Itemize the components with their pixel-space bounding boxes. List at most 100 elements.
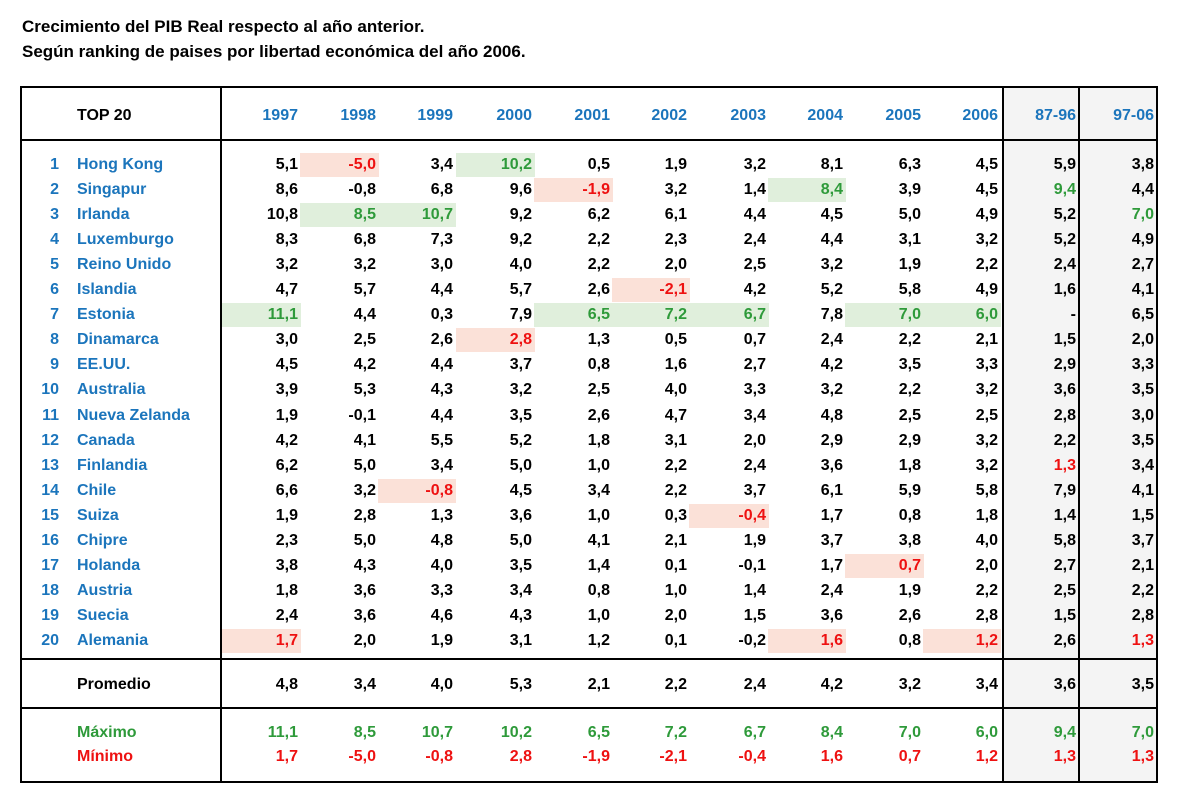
growth-value: 3,5 xyxy=(1131,431,1154,449)
row-rank: 14 xyxy=(41,481,59,499)
growth-value: -0,4 xyxy=(738,506,766,524)
growth-value: 5,5 xyxy=(430,431,453,449)
row-rank: 16 xyxy=(41,531,59,549)
growth-value: 2,2 xyxy=(898,381,921,399)
minimum-value: 1,2 xyxy=(975,748,998,765)
row-divider xyxy=(22,658,1156,660)
row-rank: 20 xyxy=(41,631,59,649)
growth-value: 2,7 xyxy=(1131,256,1154,274)
growth-value: -0,8 xyxy=(348,181,376,199)
growth-value: 3,6 xyxy=(509,506,532,524)
growth-value: 8,5 xyxy=(353,206,376,224)
growth-value: 0,5 xyxy=(664,331,687,349)
growth-value: 2,0 xyxy=(743,431,766,449)
column-header: 2000 xyxy=(496,107,532,124)
growth-value: 2,0 xyxy=(664,606,687,624)
minimum-value: -1,9 xyxy=(582,748,610,765)
growth-value: 1,0 xyxy=(587,606,610,624)
growth-value: 3,2 xyxy=(743,156,766,173)
growth-value: 8,1 xyxy=(820,156,843,173)
growth-value: 4,2 xyxy=(743,281,766,299)
maximum-value: 10,7 xyxy=(421,724,453,741)
row-rank: 19 xyxy=(41,606,59,624)
growth-value: 5,7 xyxy=(353,281,376,299)
minimum-value: -2,1 xyxy=(659,748,687,765)
growth-value: 6,3 xyxy=(898,156,921,173)
growth-value: 1,2 xyxy=(975,631,998,649)
growth-value: 2,6 xyxy=(898,606,921,624)
growth-value: 1,3 xyxy=(430,506,453,524)
growth-value: 1,4 xyxy=(743,181,766,199)
growth-value: 4,7 xyxy=(664,406,687,424)
row-rank: 13 xyxy=(41,456,59,474)
average-value: 3,4 xyxy=(975,676,998,693)
growth-value: 3,6 xyxy=(1053,381,1076,399)
growth-value: 7,0 xyxy=(898,306,921,324)
min-highlight xyxy=(300,153,379,177)
growth-value: 3,2 xyxy=(820,381,843,399)
growth-value: 3,0 xyxy=(275,331,298,349)
maximum-label: Máximo xyxy=(77,724,137,741)
growth-value: 3,2 xyxy=(820,256,843,274)
growth-value: 2,7 xyxy=(743,356,766,374)
growth-value: 3,4 xyxy=(430,456,453,474)
growth-value: 3,1 xyxy=(664,431,687,449)
row-rank: 8 xyxy=(50,331,59,349)
growth-value: 1,8 xyxy=(587,431,610,449)
growth-value: 5,9 xyxy=(1053,156,1076,173)
growth-value: 5,2 xyxy=(509,431,532,449)
maximum-value: 7,0 xyxy=(1131,724,1154,741)
country-name: Canada xyxy=(77,431,135,449)
average-value: 4,8 xyxy=(275,676,298,693)
growth-value: 2,2 xyxy=(975,581,998,599)
growth-value: 4,7 xyxy=(275,281,298,299)
growth-value: 3,7 xyxy=(743,481,766,499)
growth-value: 4,4 xyxy=(430,356,453,374)
row-rank: 5 xyxy=(50,256,59,274)
growth-value: 3,0 xyxy=(430,256,453,274)
maximum-value: 7,0 xyxy=(898,724,921,741)
period-column-shade xyxy=(1004,88,1078,781)
growth-value: 4,4 xyxy=(743,206,766,224)
growth-value: 2,5 xyxy=(975,406,998,424)
average-value: 2,2 xyxy=(664,676,687,693)
growth-value: 10,2 xyxy=(500,156,532,173)
growth-value: 2,5 xyxy=(353,331,376,349)
column-header: 2002 xyxy=(651,107,687,124)
minimum-value: -5,0 xyxy=(348,748,376,765)
min-highlight xyxy=(689,503,769,528)
growth-value: 4,2 xyxy=(353,356,376,374)
growth-value: -0,1 xyxy=(738,556,766,574)
growth-value: 7,9 xyxy=(509,306,532,324)
growth-value: 5,3 xyxy=(353,381,376,399)
growth-value: 3,2 xyxy=(975,456,998,474)
country-name: Finlandia xyxy=(77,456,148,474)
minimum-value: 2,8 xyxy=(509,748,532,765)
growth-value: 2,4 xyxy=(820,331,843,349)
growth-value: 0,3 xyxy=(430,306,453,324)
growth-value: 4,5 xyxy=(820,206,843,224)
growth-value: 1,9 xyxy=(898,256,921,274)
growth-value: 2,7 xyxy=(1053,556,1076,574)
country-name: Chipre xyxy=(77,531,128,549)
growth-value: 0,8 xyxy=(898,506,921,524)
growth-value: 0,1 xyxy=(664,631,687,649)
maximum-value: 6,0 xyxy=(975,724,998,741)
country-name: Suiza xyxy=(77,506,119,524)
growth-value: 1,8 xyxy=(275,581,298,599)
growth-value: 5,8 xyxy=(975,481,998,499)
growth-value: 1,6 xyxy=(1053,281,1076,299)
growth-value: 2,4 xyxy=(743,231,766,249)
growth-value: 7,8 xyxy=(820,306,843,324)
max-highlight xyxy=(768,178,846,203)
column-divider xyxy=(1078,88,1080,781)
column-header: 1998 xyxy=(340,107,376,124)
growth-value: 2,6 xyxy=(587,281,610,299)
growth-value: 1,5 xyxy=(1131,506,1154,524)
growth-value: 4,1 xyxy=(1131,481,1154,499)
min-highlight xyxy=(378,478,456,503)
growth-value: 9,4 xyxy=(1053,181,1076,199)
growth-value: 1,9 xyxy=(664,156,687,173)
growth-value: 3,2 xyxy=(975,431,998,449)
min-highlight xyxy=(845,553,924,578)
